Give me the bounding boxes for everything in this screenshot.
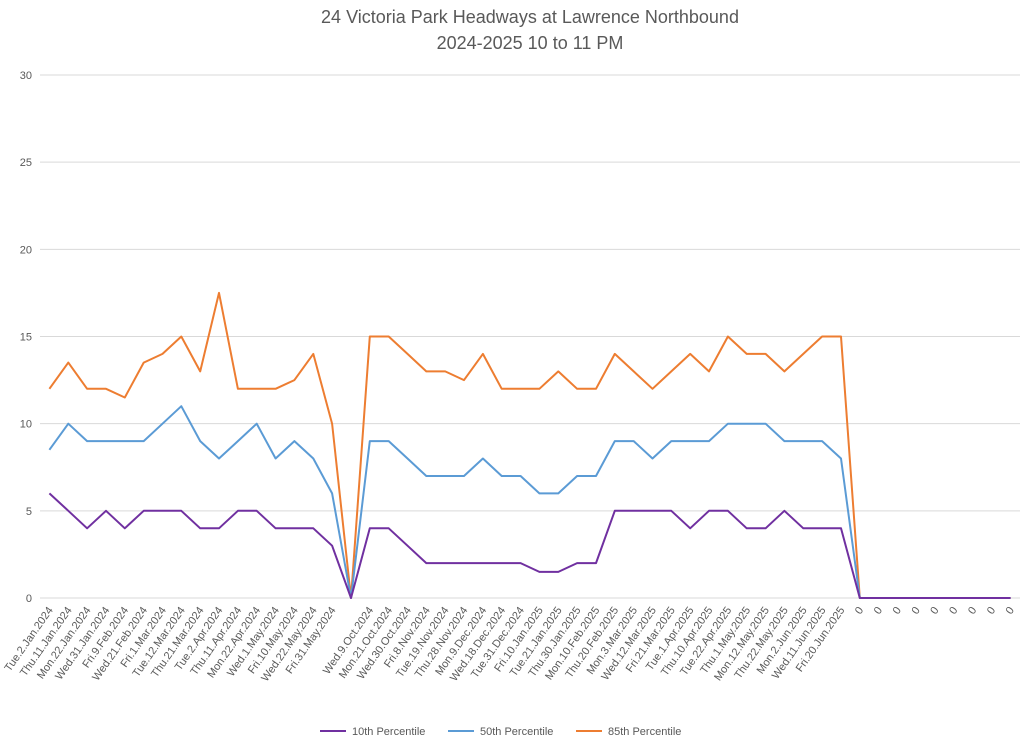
chart-title: 24 Victoria Park Headways at Lawrence No…	[321, 7, 739, 27]
x-tick-label: 0	[966, 605, 979, 617]
legend-label: 10th Percentile	[352, 726, 425, 738]
legend-label: 85th Percentile	[608, 726, 681, 738]
x-tick-label: 0	[909, 605, 922, 617]
series-line	[48, 291, 1011, 599]
x-tick-label: 0	[1004, 605, 1017, 617]
y-tick-label: 25	[20, 157, 32, 169]
y-tick-label: 30	[20, 70, 32, 82]
series-line	[48, 405, 1011, 599]
x-tick-label: 0	[985, 605, 998, 617]
y-tick-label: 10	[20, 419, 32, 431]
x-tick-label: 0	[891, 605, 904, 617]
y-tick-label: 20	[20, 244, 32, 256]
chart-subtitle: 2024-2025 10 to 11 PM	[437, 33, 624, 53]
x-tick-label: 0	[872, 605, 885, 617]
y-tick-label: 5	[26, 506, 32, 518]
legend-label: 50th Percentile	[480, 726, 553, 738]
series-line	[48, 492, 1011, 599]
x-tick-label: 0	[928, 605, 941, 617]
x-tick-label: 0	[853, 605, 866, 617]
y-tick-label: 0	[26, 593, 32, 605]
y-tick-label: 15	[20, 332, 32, 344]
x-tick-label: 0	[947, 605, 960, 617]
